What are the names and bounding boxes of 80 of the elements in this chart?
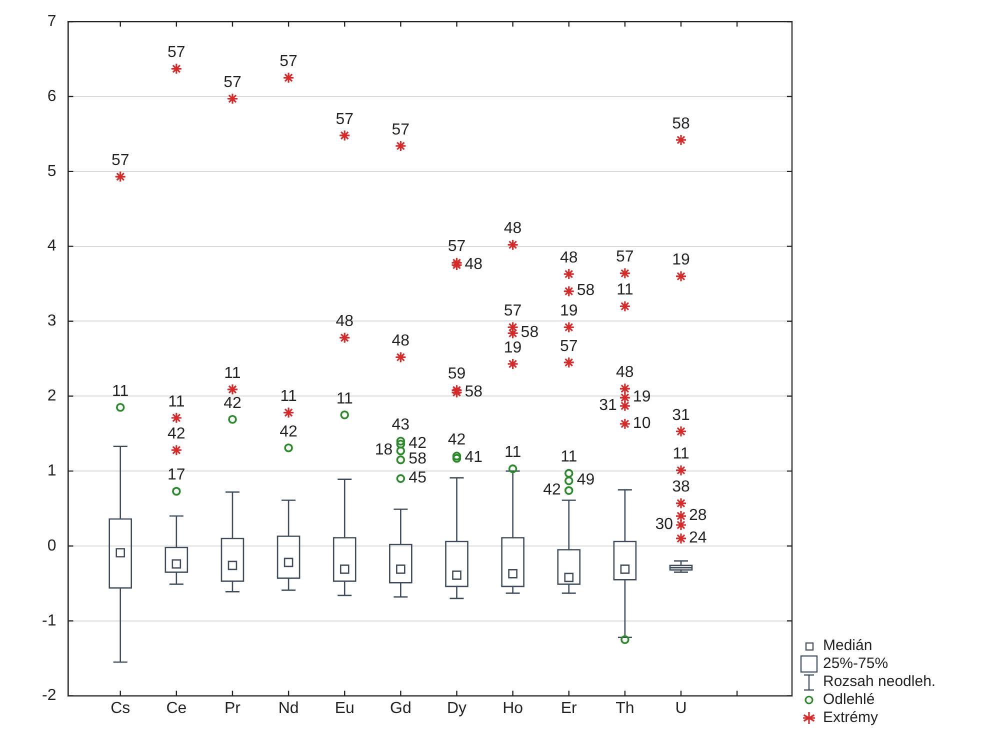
- y-tick-label: 1: [47, 462, 56, 480]
- annotation: 38: [672, 478, 690, 496]
- annotation: 58: [672, 115, 690, 132]
- text: Rozsah neodleh.: [823, 673, 936, 691]
- annotation: 57: [560, 338, 578, 355]
- annotation: 11: [672, 446, 690, 463]
- annotation: 58: [520, 324, 539, 342]
- annotation: 57: [224, 74, 242, 92]
- annotation: 58: [464, 383, 483, 400]
- annotation: 18: [374, 442, 393, 459]
- annotation: 42: [543, 481, 561, 498]
- annotation: 59: [448, 366, 466, 383]
- annotation: 10: [632, 414, 651, 432]
- x-tick-label: Nd: [278, 700, 299, 717]
- y-tick-label: 7: [47, 13, 56, 30]
- x-tick-label: Ce: [166, 700, 187, 717]
- x-tick-label: Ho: [502, 700, 524, 717]
- annotation: 11: [336, 390, 354, 408]
- annotation: 11: [616, 282, 634, 299]
- annotation: 11: [280, 388, 297, 406]
- x-tick-label: Eu: [334, 700, 354, 717]
- annotation: 11: [112, 382, 129, 400]
- annotation: 42: [168, 426, 186, 442]
- y-tick-label: 3: [47, 312, 56, 330]
- annotation: 24: [688, 529, 707, 546]
- y-tick-label: 4: [47, 238, 56, 255]
- annotation: 42: [280, 423, 298, 440]
- annotation: 19: [632, 388, 651, 406]
- y-tick-label: 6: [47, 88, 56, 105]
- annotation: 49: [576, 472, 595, 489]
- annotation: 19: [672, 252, 690, 269]
- x-tick-label: Pr: [224, 700, 242, 717]
- annotation: 48: [560, 249, 578, 266]
- annotation: 11: [504, 444, 522, 462]
- annotation: 19: [504, 339, 522, 356]
- annotation: 19: [560, 302, 578, 320]
- annotation: 28: [688, 506, 707, 524]
- y-tick-label: -1: [42, 612, 56, 630]
- annotation: 42: [408, 435, 427, 452]
- annotation: 43: [392, 416, 410, 434]
- x-tick-label: Gd: [390, 700, 412, 717]
- annotation: 57: [448, 238, 466, 256]
- annotation: 48: [504, 220, 522, 238]
- annotation: 58: [576, 282, 595, 300]
- annotation: 57: [168, 44, 186, 62]
- y-tick-label: 0: [47, 537, 56, 554]
- annotation: 57: [504, 302, 522, 320]
- annotation: 17: [168, 466, 186, 484]
- annotation: 48: [336, 313, 354, 330]
- annotation: 57: [336, 110, 354, 128]
- y-tick-label: 5: [47, 162, 56, 180]
- annotation: 48: [464, 256, 483, 273]
- annotation: 58: [408, 450, 427, 468]
- x-tick-label: U: [675, 700, 687, 717]
- annotation: 48: [392, 332, 410, 350]
- annotation: 57: [111, 152, 130, 170]
- annotation: 42: [448, 431, 466, 448]
- annotation: 11: [224, 364, 241, 382]
- annotation: 57: [392, 121, 410, 138]
- annotation: 57: [616, 248, 634, 266]
- legend-label: Extrémy: [823, 709, 878, 727]
- y-tick-label: -2: [42, 687, 56, 704]
- annotation: 31: [599, 396, 618, 414]
- annotation: 57: [280, 53, 298, 70]
- annotation: 11: [168, 393, 185, 410]
- annotation: 45: [408, 469, 427, 486]
- annotation: 11: [560, 448, 578, 466]
- text: Medián: [823, 637, 872, 655]
- x-tick-label: Dy: [446, 700, 467, 717]
- x-tick-label: Th: [616, 700, 634, 717]
- annotation: 31: [672, 406, 690, 424]
- text: 25%-75%: [823, 655, 888, 673]
- annotation: 30: [655, 516, 674, 533]
- annotation: 48: [616, 364, 634, 382]
- legend-label: Odlehlé: [823, 691, 875, 709]
- annotation: 41: [464, 449, 483, 466]
- y-tick-label: 2: [47, 388, 56, 405]
- x-tick-label: Er: [560, 700, 578, 717]
- x-tick-label: Cs: [110, 700, 130, 717]
- annotation: 42: [224, 394, 242, 412]
